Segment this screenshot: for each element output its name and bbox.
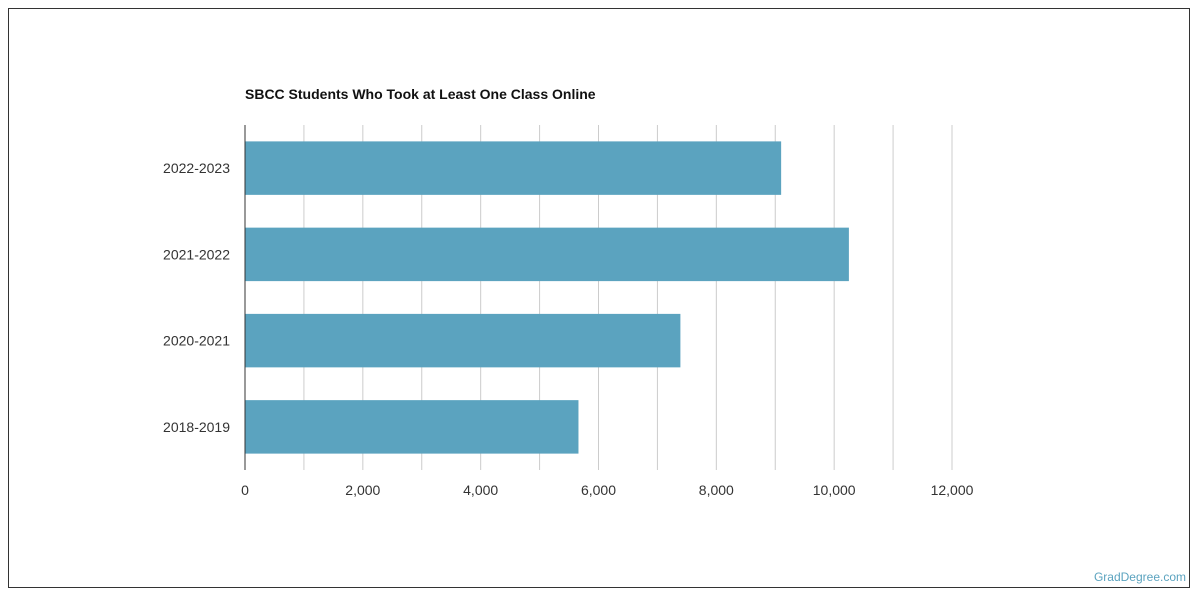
x-tick-label-5: 10,000 — [813, 482, 856, 498]
x-tick-label-2: 4,000 — [463, 482, 498, 498]
bar-2021-2022[interactable] — [245, 227, 849, 282]
x-tick-label-0: 0 — [241, 482, 249, 498]
x-tick-label-6: 12,000 — [931, 482, 974, 498]
y-tick-label-2018-2019: 2018-2019 — [163, 419, 230, 435]
x-tick-label-1: 2,000 — [345, 482, 380, 498]
bar-2022-2023[interactable] — [245, 141, 782, 195]
chart-title: SBCC Students Who Took at Least One Clas… — [245, 86, 596, 102]
watermark-link[interactable]: GradDegree.com — [1093, 570, 1186, 584]
bars — [245, 141, 849, 454]
x-tick-label-3: 6,000 — [581, 482, 616, 498]
bar-2020-2021[interactable] — [245, 313, 681, 368]
y-axis-labels: 2022-2023 2021-2022 2020-2021 2018-2019 — [163, 160, 230, 435]
y-tick-label-2022-2023: 2022-2023 — [163, 160, 230, 176]
x-axis-labels: 0 2,000 4,000 6,000 8,000 10,000 12,000 — [241, 482, 974, 498]
bar-2018-2019[interactable] — [245, 400, 579, 454]
y-tick-label-2021-2022: 2021-2022 — [163, 246, 230, 262]
x-tick-label-4: 8,000 — [699, 482, 734, 498]
y-tick-label-2020-2021: 2020-2021 — [163, 333, 230, 349]
